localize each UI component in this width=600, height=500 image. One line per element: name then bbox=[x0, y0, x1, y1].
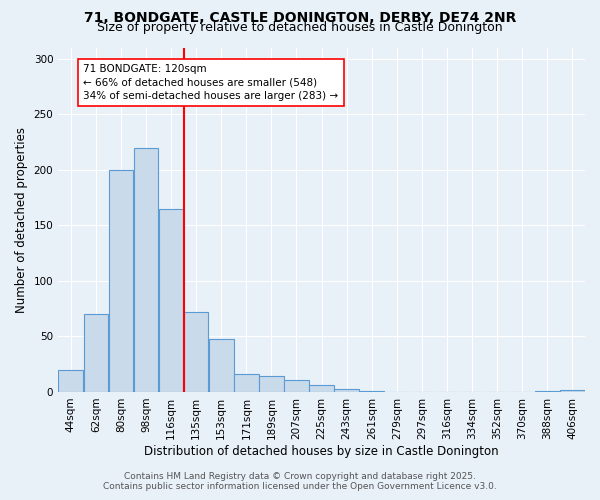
Bar bbox=[159, 208, 184, 392]
Bar bbox=[83, 314, 108, 392]
Text: Size of property relative to detached houses in Castle Donington: Size of property relative to detached ho… bbox=[97, 22, 503, 35]
Y-axis label: Number of detached properties: Number of detached properties bbox=[15, 126, 28, 312]
Bar bbox=[134, 148, 158, 392]
Text: 71, BONDGATE, CASTLE DONINGTON, DERBY, DE74 2NR: 71, BONDGATE, CASTLE DONINGTON, DERBY, D… bbox=[84, 11, 516, 25]
Bar bbox=[560, 390, 585, 392]
Bar bbox=[535, 391, 560, 392]
X-axis label: Distribution of detached houses by size in Castle Donington: Distribution of detached houses by size … bbox=[144, 444, 499, 458]
Text: Contains HM Land Registry data © Crown copyright and database right 2025.
Contai: Contains HM Land Registry data © Crown c… bbox=[103, 472, 497, 491]
Bar bbox=[284, 380, 309, 392]
Bar bbox=[184, 312, 208, 392]
Bar bbox=[109, 170, 133, 392]
Bar bbox=[234, 374, 259, 392]
Bar bbox=[209, 338, 233, 392]
Bar bbox=[58, 370, 83, 392]
Bar bbox=[359, 391, 384, 392]
Bar bbox=[259, 376, 284, 392]
Bar bbox=[334, 388, 359, 392]
Bar bbox=[309, 386, 334, 392]
Text: 71 BONDGATE: 120sqm
← 66% of detached houses are smaller (548)
34% of semi-detac: 71 BONDGATE: 120sqm ← 66% of detached ho… bbox=[83, 64, 338, 100]
